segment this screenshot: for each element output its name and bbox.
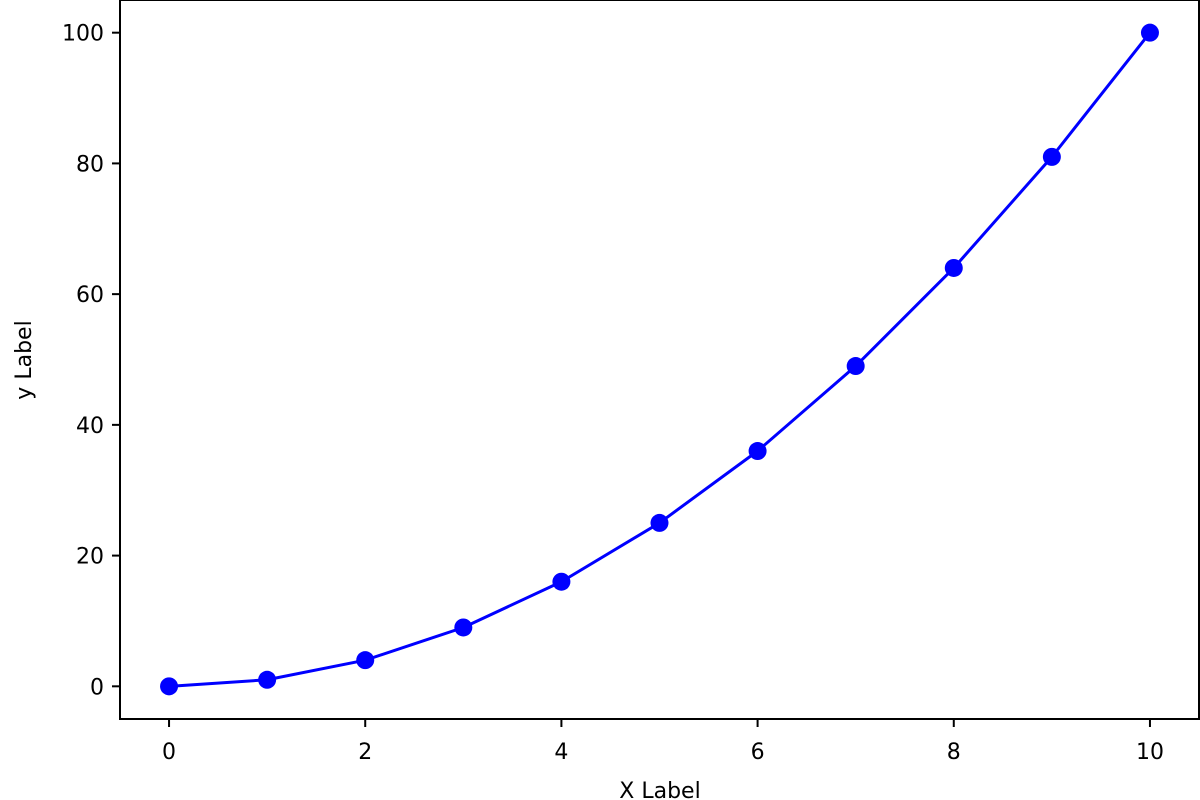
x-axis-ticks: 0 2 4 6 8 10: [162, 719, 1164, 765]
data-point: [748, 442, 767, 461]
y-tick-label: 40: [76, 414, 104, 439]
data-point: [1042, 147, 1061, 166]
data-point: [552, 572, 571, 591]
data-point: [1140, 23, 1159, 42]
data-point: [356, 651, 375, 670]
data-point: [258, 670, 277, 689]
x-tick-label: 2: [358, 740, 372, 765]
data-point: [160, 677, 179, 696]
y-axis-ticks: 0 20 40 60 80 100: [62, 22, 120, 700]
y-tick-label: 20: [76, 545, 104, 570]
data-point: [944, 258, 963, 277]
y-tick-label: 80: [76, 152, 104, 177]
x-tick-label: 8: [947, 740, 961, 765]
data-point: [846, 357, 865, 376]
x-tick-label: 10: [1136, 740, 1164, 765]
plot-frame: [119, 0, 1200, 720]
data-point: [650, 513, 669, 532]
x-axis-label: X Label: [619, 779, 700, 800]
y-tick-label: 60: [76, 283, 104, 308]
series-layer: [160, 23, 1159, 696]
x-tick-label: 4: [554, 740, 568, 765]
y-axis-label: y Label: [12, 320, 37, 399]
data-point: [454, 618, 473, 637]
x-tick-label: 0: [162, 740, 176, 765]
x-tick-label: 6: [751, 740, 765, 765]
y-tick-label: 0: [90, 675, 104, 700]
y-tick-label: 100: [62, 22, 104, 47]
